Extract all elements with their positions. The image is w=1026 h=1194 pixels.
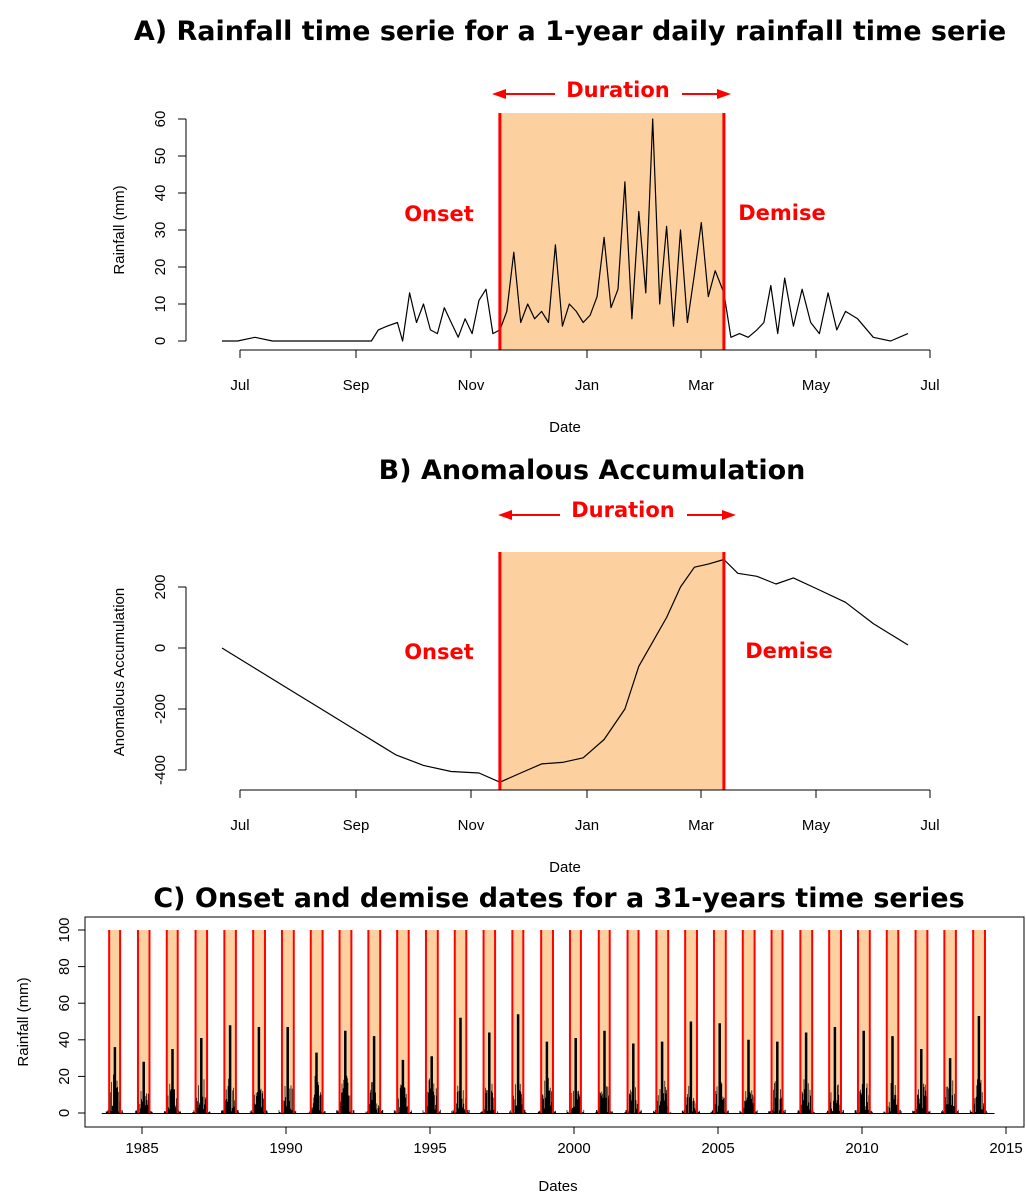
x-tick-label: 2010: [845, 1140, 878, 1157]
season-shading: [166, 930, 178, 1113]
season-shading: [499, 552, 724, 790]
chart-plot-area: Jul Sep Nov Jan Mar May Jul -400 -200 0 200: [152, 552, 940, 834]
chart-plot-area: 1985 1990 1995 2000 2005 2010 2015 0 20 40 60 80 100: [56, 916, 1025, 1157]
y-axis-label: Rainfall (mm): [111, 185, 128, 274]
duration-label: Duration: [566, 78, 670, 102]
y-tick-label: 60: [56, 995, 73, 1012]
season-shading: [253, 930, 265, 1113]
season-shading: [627, 930, 639, 1113]
season-shading: [944, 930, 956, 1113]
season-shading: [713, 930, 726, 1113]
y-axis-label: Anomalous Accumulation: [111, 588, 128, 756]
demise-label: Demise: [738, 201, 826, 225]
season-shading: [368, 930, 381, 1113]
season-shading: [742, 930, 755, 1113]
y-tick-label: -400: [152, 755, 169, 785]
y-tick-label: 10: [152, 296, 169, 313]
season-shading: [281, 930, 294, 1113]
season-shading: [224, 930, 236, 1113]
y-tick-label: 100: [56, 917, 73, 942]
y-tick-label: 40: [152, 185, 169, 202]
x-tick-label: 1995: [413, 1140, 446, 1157]
x-tick-label: Sep: [343, 377, 370, 394]
x-tick-label: Sep: [343, 817, 370, 834]
season-shading: [137, 930, 150, 1113]
x-tick-label: Jul: [920, 377, 939, 394]
x-tick-label: 2000: [557, 1140, 590, 1157]
season-shading: [310, 930, 323, 1113]
season-shading: [425, 930, 438, 1113]
x-tick-label: Jul: [230, 817, 249, 834]
season-shading: [541, 930, 553, 1113]
season-shading: [569, 930, 581, 1113]
season-shading: [598, 930, 610, 1113]
y-tick-label: 0: [152, 644, 169, 652]
season-shading: [195, 930, 208, 1113]
x-axis-label: Date: [549, 419, 581, 436]
y-tick-label: 50: [152, 148, 169, 165]
x-tick-label: May: [802, 377, 831, 394]
y-tick-label: 20: [152, 259, 169, 276]
x-tick-label: Jan: [575, 377, 599, 394]
y-tick-label: -200: [152, 694, 169, 724]
chart-plot-area: Jul Sep Nov Jan Mar May Jul 0 10 20 30 40 50 60: [152, 111, 940, 394]
x-tick-label: 2005: [701, 1140, 734, 1157]
series-line: [222, 118, 909, 342]
season-shading: [829, 930, 841, 1113]
x-tick-label: May: [802, 817, 831, 834]
x-axis-label: Date: [549, 859, 581, 876]
duration-arrow: [498, 510, 736, 520]
season-shading: [109, 930, 121, 1113]
chart-title: C) Onset and demise dates for a 31-years…: [153, 883, 964, 914]
season-shading: [483, 930, 496, 1113]
season-shading: [771, 930, 783, 1113]
panel-c-multiyear-chart: C) Onset and demise dates for a 31-years…: [15, 883, 1025, 1194]
season-shading: [886, 930, 899, 1113]
x-tick-label: 1985: [125, 1140, 158, 1157]
y-tick-label: 0: [152, 337, 169, 345]
season-shading: [397, 930, 409, 1113]
y-tick-label: 0: [56, 1109, 73, 1117]
x-tick-label: Jan: [575, 817, 599, 834]
onset-label: Onset: [404, 640, 474, 664]
season-shading: [656, 930, 669, 1113]
x-tick-label: Jul: [920, 817, 939, 834]
onset-label: Onset: [404, 202, 474, 226]
x-tick-label: Nov: [458, 817, 485, 834]
y-tick-label: 30: [152, 222, 169, 239]
season-shading: [800, 930, 813, 1113]
duration-label: Duration: [571, 498, 675, 522]
x-tick-label: Mar: [688, 817, 714, 834]
x-tick-label: Jul: [230, 377, 249, 394]
y-tick-label: 80: [56, 958, 73, 975]
y-tick-label: 20: [56, 1068, 73, 1085]
plot-frame: [84, 916, 1025, 1128]
y-tick-label: 60: [152, 111, 169, 128]
y-tick-label: 40: [56, 1031, 73, 1048]
panel-a-rainfall-chart: A) Rainfall time serie for a 1-year dail…: [111, 16, 1006, 436]
season-shading: [857, 930, 870, 1113]
chart-title: B) Anomalous Accumulation: [379, 455, 806, 486]
x-tick-label: Mar: [688, 377, 714, 394]
demise-label: Demise: [745, 639, 833, 663]
season-shading: [339, 930, 352, 1113]
panel-b-accumulation-chart: B) Anomalous Accumulation Jul Sep Nov Jan Ma…: [111, 455, 940, 876]
series-line: [221, 558, 909, 783]
season-shading: [915, 930, 928, 1113]
y-axis-label: Rainfall (mm): [15, 977, 32, 1066]
season-shading: [499, 113, 724, 350]
x-axis-label: Dates: [538, 1178, 577, 1194]
x-tick-label: Nov: [458, 377, 485, 394]
chart-title: A) Rainfall time serie for a 1-year dail…: [134, 16, 1006, 47]
x-tick-label: 1990: [269, 1140, 302, 1157]
x-tick-label: 2015: [989, 1140, 1022, 1157]
y-tick-label: 200: [152, 574, 169, 599]
duration-arrow: [492, 89, 731, 99]
